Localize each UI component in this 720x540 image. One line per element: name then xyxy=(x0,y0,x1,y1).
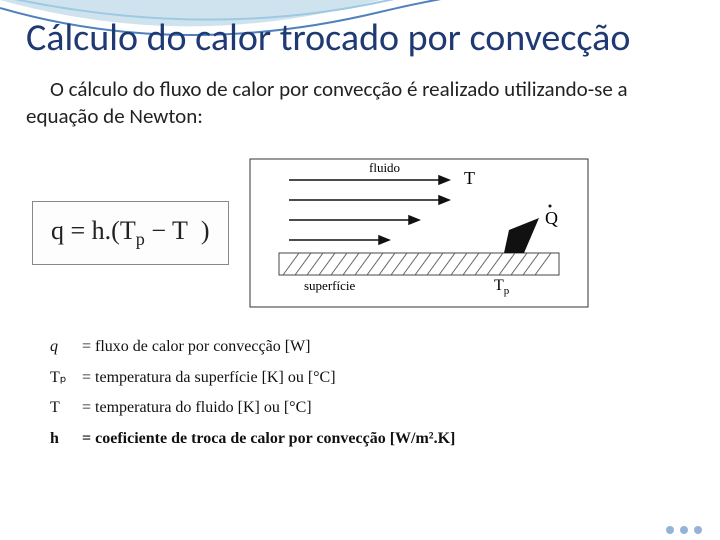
def-t-text: = temperatura do fluido [K] ou [°C] xyxy=(82,393,312,423)
def-h-sym: h xyxy=(50,424,72,454)
surface-label: superfície xyxy=(304,278,355,293)
def-q: q = fluxo de calor por convecção [W] xyxy=(50,332,694,362)
def-t: T = temperatura do fluido [K] ou [°C] xyxy=(50,393,694,423)
svg-text:Q: Q xyxy=(545,208,558,228)
formula-eq: = xyxy=(64,216,92,245)
def-tp-sym: Tₚ xyxy=(50,363,72,393)
surface-hatch xyxy=(279,253,559,275)
formula-lhs: q xyxy=(51,216,64,245)
t-infinity-label: T xyxy=(464,168,475,188)
formula-h: h. xyxy=(92,216,112,245)
def-t-sym: T xyxy=(50,393,72,423)
deco-dot xyxy=(694,526,702,534)
flow-arrows xyxy=(289,176,449,244)
def-q-text: = fluxo de calor por convecção [W] xyxy=(82,332,310,362)
formula-close: ) xyxy=(201,216,210,245)
formula-minus: − T xyxy=(145,216,188,245)
def-tp-text: = temperatura da superfície [K] ou [°C] xyxy=(82,363,336,393)
formula-and-diagram-row: q = h.(Tp − T ) fluido T xyxy=(26,158,694,308)
formula-tp-sub: p xyxy=(136,229,145,249)
heat-flux-arrow: Q xyxy=(504,205,558,254)
slide-title: Cálculo do calor trocado por convecção xyxy=(26,18,694,60)
formula-tp: T xyxy=(120,216,136,245)
tp-label: Tp xyxy=(494,277,510,297)
slide-content: Cálculo do calor trocado por convecção O… xyxy=(0,0,720,540)
newton-formula: q = h.(Tp − T ) xyxy=(32,201,229,265)
intro-paragraph: O cálculo do fluxo de calor por convecçã… xyxy=(26,76,694,131)
footer-decoration xyxy=(666,526,702,534)
formula-open: ( xyxy=(111,216,120,245)
symbol-definitions: q = fluxo de calor por convecção [W] Tₚ … xyxy=(50,332,694,454)
def-tp: Tₚ = temperatura da superfície [K] ou [°… xyxy=(50,363,694,393)
fluid-label: fluido xyxy=(369,160,400,175)
def-q-sym: q xyxy=(50,332,72,362)
convection-diagram: fluido T xyxy=(249,158,589,308)
deco-dot xyxy=(666,526,674,534)
def-h: h = coeficiente de troca de calor por co… xyxy=(50,424,694,454)
def-h-text: = coeficiente de troca de calor por conv… xyxy=(82,424,455,454)
deco-dot xyxy=(680,526,688,534)
